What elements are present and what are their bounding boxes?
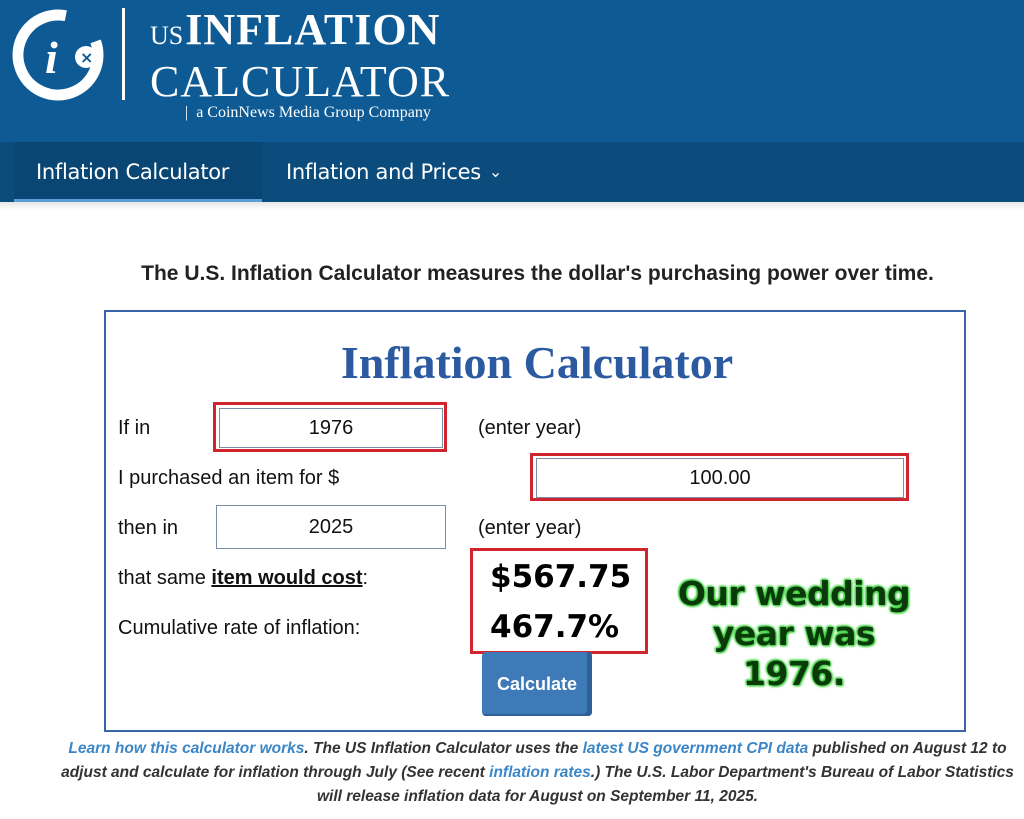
start-year-input[interactable] <box>219 408 443 448</box>
start-year-highlight <box>213 402 447 452</box>
logo-line1: INFLATION <box>185 5 441 54</box>
logo-prefix: US <box>150 21 184 50</box>
main-nav: Inflation Calculator Inflation and Price… <box>0 142 1024 202</box>
svg-text:i: i <box>45 32 58 83</box>
learn-how-link[interactable]: Learn how this calculator works <box>68 740 305 757</box>
nav-shadow <box>0 202 1024 210</box>
result-rate: 467.7% <box>490 609 620 645</box>
site-header: i × USINFLATION CALCULATOR | a CoinNews M… <box>0 0 1024 142</box>
ci-x-logo-icon[interactable]: i × <box>12 9 104 101</box>
calculate-button[interactable]: Calculate <box>482 652 592 716</box>
active-tab-indicator <box>14 199 262 202</box>
start-year-hint: (enter year) <box>478 417 582 439</box>
rate-label: Cumulative rate of inflation: <box>118 617 361 639</box>
chevron-down-icon: ⌄ <box>488 162 502 181</box>
calculator-panel: Inflation Calculator If in (enter year) … <box>104 310 966 732</box>
cpi-data-link[interactable]: latest US government CPI data <box>582 740 809 757</box>
wedding-year-annotation: Our wedding year was 1976. <box>677 574 911 693</box>
start-year-label: If in <box>118 417 151 439</box>
svg-text:×: × <box>80 48 93 67</box>
result-highlight <box>470 548 648 654</box>
logo-divider <box>122 8 125 100</box>
amount-input[interactable] <box>536 458 904 498</box>
site-logo-text[interactable]: USINFLATION CALCULATOR <box>150 6 450 104</box>
calculator-title: Inflation Calculator <box>340 337 734 388</box>
end-year-input[interactable] <box>216 505 446 549</box>
nav-item-inflation-calculator[interactable]: Inflation Calculator <box>14 142 262 202</box>
end-year-hint: (enter year) <box>478 517 582 539</box>
result-cost: $567.75 <box>490 559 632 595</box>
end-year-label: then in <box>118 517 179 539</box>
logo-line2: CALCULATOR <box>150 57 451 106</box>
amount-highlight <box>530 453 909 501</box>
cost-label: that same item would cost: <box>118 567 369 589</box>
inflation-rates-link[interactable]: inflation rates <box>489 764 591 781</box>
logo-tagline: | a CoinNews Media Group Company <box>185 104 431 121</box>
amount-label: I purchased an item for $ <box>118 467 340 489</box>
intro-text: The U.S. Inflation Calculator measures t… <box>141 262 934 285</box>
calculator-footnote: Learn how this calculator works. The US … <box>61 740 1014 805</box>
nav-item-inflation-and-prices[interactable]: Inflation and Prices ⌄ <box>286 142 502 202</box>
